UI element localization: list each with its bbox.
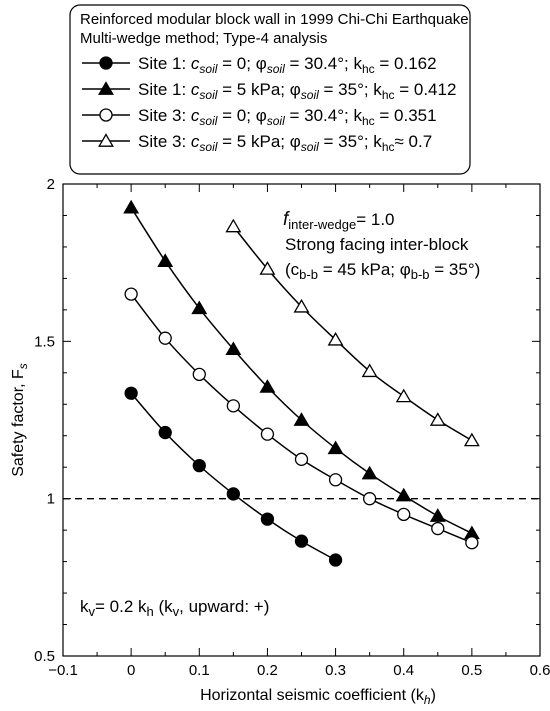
legend-box: [69, 4, 471, 175]
legend-marker: [98, 81, 114, 95]
series-3-point: [124, 287, 138, 301]
series-4-point: [395, 388, 412, 403]
x-axis-label: Horizontal seismic coefficient (kh): [200, 687, 436, 707]
series-3-point: [465, 536, 479, 550]
legend-entries: Site 1: csoil = 0; φsoil = 30.4°; khc = …: [82, 54, 456, 154]
series-3-point: [260, 427, 275, 441]
series-1-point: [192, 458, 206, 473]
x-tick-label: 0.2: [257, 662, 278, 679]
series-3-point: [226, 399, 241, 413]
y-tick-label: 2: [47, 176, 55, 193]
legend-entry-4: Site 3: csoil = 5 kPa; φsoil = 35°; khc≈…: [138, 132, 432, 154]
y-tick-label: 0.5: [34, 648, 55, 665]
series-2-point: [259, 379, 276, 393]
series-1-point: [158, 425, 172, 440]
series-4-point: [429, 412, 446, 426]
x-tick-label: 0.5: [461, 662, 482, 679]
annotation-finter: finter-wedge= 1.0: [283, 209, 395, 232]
axis-tick-labels: −0.1 0 0.1 0.2 0.3 0.4 0.5 0.6 0.5 1 1.5 2: [34, 176, 550, 679]
x-tick-label: 0.6: [530, 662, 550, 679]
legend-title-line2: Multi-wedge method; Type-4 analysis: [80, 30, 327, 47]
series-curves: [130, 207, 473, 561]
series-2-point: [429, 508, 446, 522]
series-2-point: [395, 487, 412, 502]
series-2-line: [130, 207, 473, 534]
x-tick-label: 0.4: [393, 662, 414, 679]
series-1-point: [226, 487, 241, 501]
axis-ticks: [62, 183, 541, 657]
legend-marker: [99, 108, 113, 122]
series-3-point: [362, 492, 377, 506]
series-3-point: [192, 367, 206, 382]
series-3-point: [158, 331, 172, 345]
y-tick-label: 1.5: [34, 333, 55, 350]
series-4-point: [259, 261, 276, 275]
y-tick-label: 1: [47, 491, 55, 508]
series-markers: [123, 199, 480, 567]
x-tick-label: 0: [127, 662, 135, 679]
series-4-point: [225, 218, 242, 233]
series-2-point: [191, 300, 208, 315]
y-axis-label: Safety factor, Fs: [10, 363, 30, 477]
series-2-point: [327, 440, 344, 455]
series-4-point: [463, 432, 480, 447]
series-4-point: [327, 331, 344, 346]
series-1-point: [260, 512, 275, 526]
series-1-point: [124, 386, 138, 400]
series-3-point: [397, 507, 411, 522]
series-4-point: [361, 363, 378, 378]
series-3-point: [431, 521, 445, 536]
x-tick-label: 0.1: [189, 662, 210, 679]
legend-marker: [98, 133, 114, 147]
series-1-point: [328, 553, 343, 567]
annotation-cbb: (cb-b = 45 kPa; φb-b = 35°): [285, 260, 480, 282]
annotation-kv: kv= 0.2 kh (kv, upward: +): [80, 597, 269, 619]
series-3-point: [328, 473, 343, 487]
x-tick-label: 0.3: [325, 662, 346, 679]
x-tick-label: −0.1: [48, 662, 78, 679]
annotation-strong-facing: Strong facing inter-block: [285, 235, 469, 254]
series-2-point: [293, 412, 310, 426]
series-2-point: [361, 465, 378, 480]
series-2-point: [225, 341, 242, 356]
series-4-line: [232, 226, 473, 442]
legend-title-line1: Reinforced modular block wall in 1999 Ch…: [80, 11, 469, 28]
series-2-point: [157, 253, 174, 267]
legend-entry-1: Site 1: csoil = 0; φsoil = 30.4°; khc = …: [138, 54, 437, 76]
series-2-point: [123, 199, 140, 214]
legend-entry-2: Site 1: csoil = 5 kPa; φsoil = 35°; khc …: [138, 80, 456, 102]
series-4-point: [293, 298, 310, 313]
legend-marker: [99, 56, 113, 70]
series-1-point: [294, 534, 309, 548]
legend-entry-3: Site 3: csoil = 0; φsoil = 30.4°; khc = …: [138, 106, 437, 128]
plot-area: −0.1 0 0.1 0.2 0.3 0.4 0.5 0.6 0.5 1 1.5 2: [34, 176, 550, 679]
series-3-point: [294, 452, 309, 466]
